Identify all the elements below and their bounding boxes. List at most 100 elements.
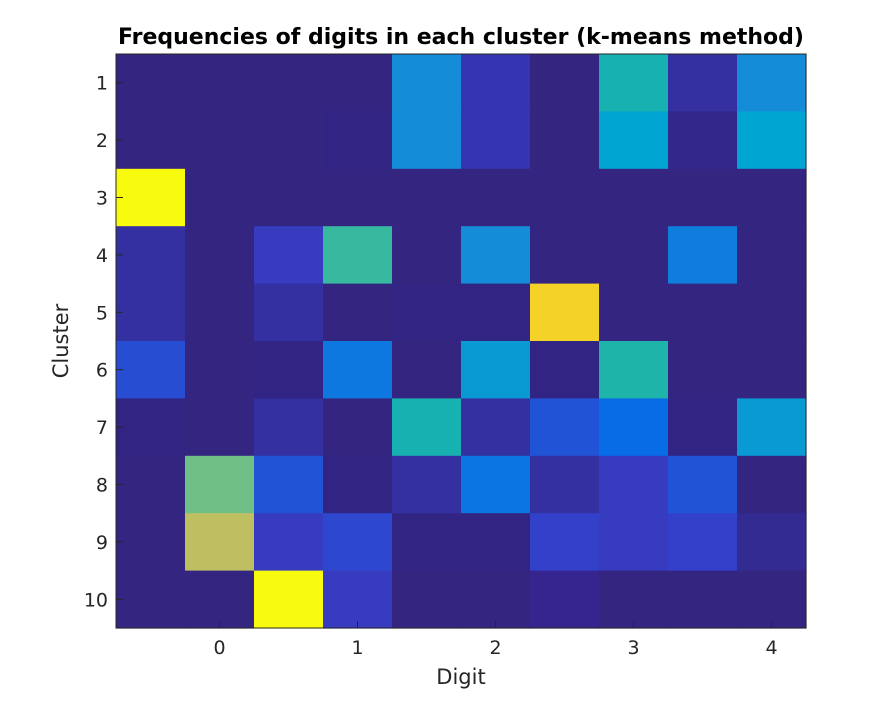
heatmap-cell xyxy=(599,341,669,399)
heatmap-cell xyxy=(530,226,600,285)
heatmap-cell xyxy=(392,398,462,457)
heatmap-cell xyxy=(599,226,669,285)
heatmap-cell xyxy=(185,513,255,572)
heatmap-cell xyxy=(737,168,807,227)
heatmap-cell xyxy=(599,455,669,514)
heatmap-cell xyxy=(392,283,462,342)
heatmap-cell xyxy=(254,111,324,170)
heatmap-cell xyxy=(461,341,531,399)
heatmap-cell xyxy=(116,341,186,399)
heatmap-cell xyxy=(461,570,531,629)
heatmap-cell xyxy=(668,341,738,399)
heatmap-cell xyxy=(323,341,393,399)
heatmap-cell xyxy=(392,455,462,514)
heatmap-cell xyxy=(116,54,186,112)
heatmap-cell xyxy=(116,570,186,629)
heatmap-cell xyxy=(392,570,462,629)
heatmap-cell xyxy=(392,513,462,572)
heatmap-cell xyxy=(530,111,600,170)
heatmap-cell xyxy=(254,570,324,629)
heatmap-cell xyxy=(185,54,255,112)
heatmap-cell xyxy=(668,513,738,572)
heatmap-cell xyxy=(254,513,324,572)
x-axis-label: Digit xyxy=(436,665,485,689)
heatmap-cell xyxy=(530,168,600,227)
heatmap-cell xyxy=(392,54,462,112)
heatmap-cell xyxy=(668,54,738,112)
heatmap-cell xyxy=(461,54,531,112)
heatmap-cell xyxy=(737,111,807,170)
x-tick-label: 4 xyxy=(765,637,777,659)
heatmap-cell xyxy=(737,398,807,457)
chart-title: Frequencies of digits in each cluster (k… xyxy=(118,25,804,50)
heatmap-cell xyxy=(530,455,600,514)
heatmap-cell xyxy=(668,283,738,342)
heatmap-cell xyxy=(254,283,324,342)
heatmap-cell xyxy=(461,168,531,227)
heatmap-cell xyxy=(599,168,669,227)
y-tick-label: 8 xyxy=(96,475,108,497)
heatmap-cell xyxy=(254,168,324,227)
heatmap-cell xyxy=(392,341,462,399)
heatmap-cell xyxy=(185,283,255,342)
x-tick-label: 0 xyxy=(213,637,225,659)
heatmap-cell xyxy=(461,283,531,342)
heatmap-cell xyxy=(668,455,738,514)
heatmap-cell xyxy=(254,398,324,457)
heatmap-cell xyxy=(530,283,600,342)
heatmap-cell xyxy=(254,341,324,399)
y-tick-label: 7 xyxy=(96,417,108,439)
heatmap-cell xyxy=(323,513,393,572)
axis-ticks: 0 1 2 3 4 1 2 3 4 5 6 7 8 9 10 xyxy=(84,73,778,659)
plot-frame xyxy=(115,53,807,629)
heatmap-cell xyxy=(599,283,669,342)
heatmap-cell xyxy=(392,111,462,170)
y-tick-label: 3 xyxy=(96,188,108,210)
heatmap-cell xyxy=(254,226,324,285)
x-tick-label: 3 xyxy=(627,637,639,659)
heatmap-cell xyxy=(185,455,255,514)
heatmap-cell xyxy=(461,226,531,285)
heatmap-cell xyxy=(737,226,807,285)
heatmap-cell xyxy=(737,513,807,572)
heatmap-cell xyxy=(737,570,807,629)
heatmap-cell xyxy=(116,513,186,572)
heatmap-cell xyxy=(185,570,255,629)
heatmap-cell xyxy=(530,54,600,112)
heatmap-cell xyxy=(254,455,324,514)
heatmap-cell xyxy=(185,341,255,399)
heatmap-cell xyxy=(323,283,393,342)
heatmap-cell xyxy=(116,398,186,457)
heatmap-cell xyxy=(185,168,255,227)
heatmap-cell xyxy=(323,168,393,227)
heatmap-cell xyxy=(599,570,669,629)
heatmap-cell xyxy=(599,111,669,170)
x-tick-label: 1 xyxy=(351,637,363,659)
y-tick-label: 1 xyxy=(96,73,108,95)
heatmap-cell xyxy=(737,455,807,514)
heatmap-cell xyxy=(530,513,600,572)
heatmap-cell xyxy=(599,398,669,457)
heatmap-cell xyxy=(323,54,393,112)
x-tick-label: 2 xyxy=(489,637,501,659)
heatmap-cell xyxy=(323,111,393,170)
heatmap-cell xyxy=(116,226,186,285)
heatmap-cell xyxy=(530,341,600,399)
heatmap-cell xyxy=(323,226,393,285)
heatmap-cell xyxy=(599,54,669,112)
heatmap-cell xyxy=(392,168,462,227)
heatmap-cell xyxy=(116,283,186,342)
y-tick-label: 6 xyxy=(96,360,108,382)
heatmap-cell xyxy=(599,513,669,572)
heatmap-cell xyxy=(116,168,186,227)
heatmap-cell xyxy=(116,111,186,170)
heatmap-cell xyxy=(323,570,393,629)
heatmap-cell xyxy=(116,455,186,514)
heatmap-cell xyxy=(737,54,807,112)
heatmap-cell xyxy=(461,398,531,457)
heatmap-cell xyxy=(185,398,255,457)
heatmap-cell xyxy=(461,111,531,170)
heatmap-cell xyxy=(530,398,600,457)
